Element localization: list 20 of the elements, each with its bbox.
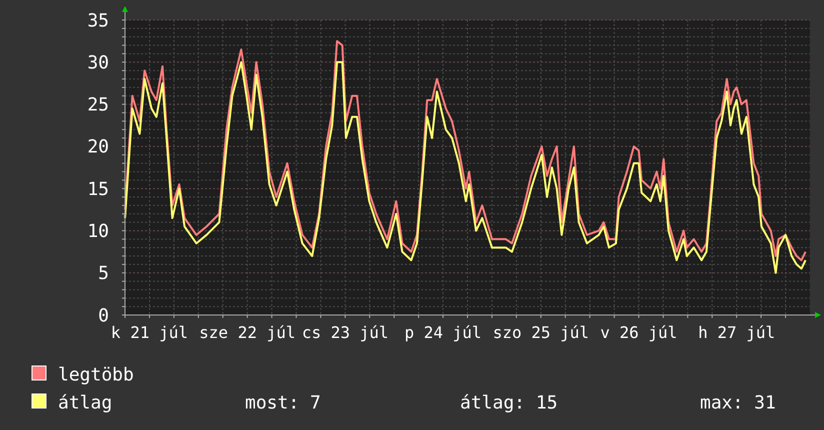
x-tick-label: szo 25 júl xyxy=(492,323,590,342)
y-tick-label: 35 xyxy=(87,10,109,32)
x-tick-label: cs 23 júl xyxy=(302,323,389,342)
legend-label: legtöbb xyxy=(58,364,134,386)
legend-label: átlag xyxy=(58,392,112,414)
text: átlag: 15 xyxy=(460,392,558,414)
y-tick-label: 25 xyxy=(87,94,109,116)
y-tick-label: 0 xyxy=(98,305,109,326)
text: most: 7 xyxy=(245,392,321,414)
y-tick-label: 5 xyxy=(98,263,109,284)
x-tick-label: sze 22 júl xyxy=(199,323,296,342)
x-tick-label: h 27 júl xyxy=(698,323,776,342)
y-tick-label: 20 xyxy=(87,136,109,158)
x-tick-label: p 24 júl xyxy=(404,323,482,342)
text: max: 31 xyxy=(700,392,776,414)
y-tick-label: 10 xyxy=(87,221,109,242)
y-tick-label: 15 xyxy=(87,178,109,200)
y-tick-label: 30 xyxy=(87,52,109,74)
x-tick-label: k 21 júl xyxy=(110,323,188,342)
x-tick-label: v 26 júl xyxy=(600,323,678,342)
